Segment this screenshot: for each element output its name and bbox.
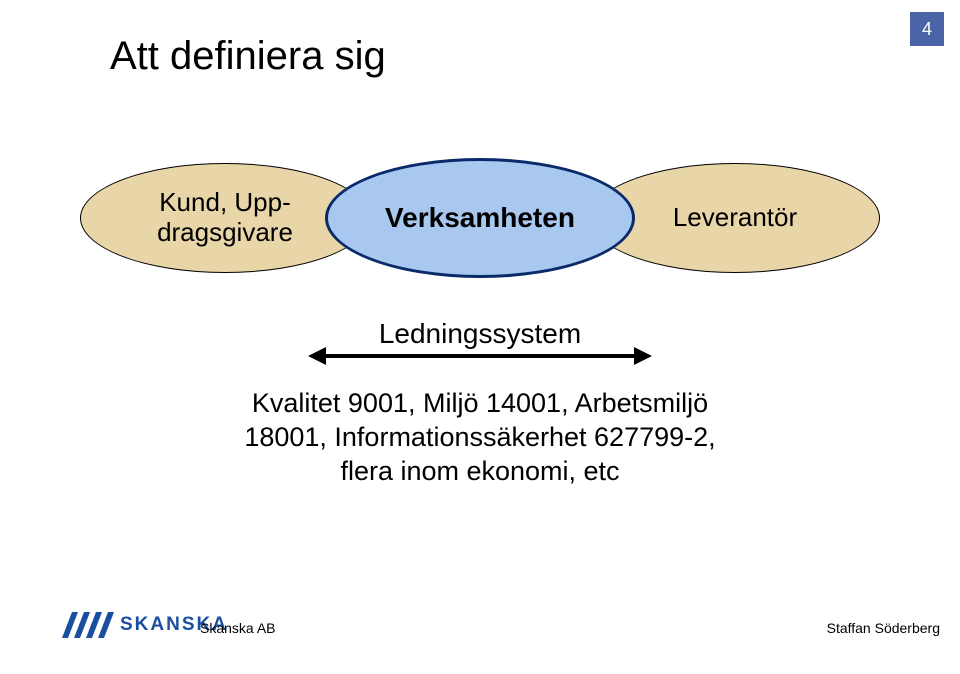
double-arrow-head-left <box>308 347 326 365</box>
ellipse-supplier-label: Leverantör <box>673 203 797 233</box>
subsystem-label: Ledningssystem <box>0 318 960 350</box>
page-number: 4 <box>922 19 932 40</box>
standards-text: Kvalitet 9001, Miljö 14001, Arbetsmiljö1… <box>0 386 960 488</box>
page-title: Att definiera sig <box>110 34 386 79</box>
ellipse-business: Verksamheten <box>325 158 635 278</box>
ellipse-business-label: Verksamheten <box>385 202 575 234</box>
footer-author: Staffan Söderberg <box>827 620 940 636</box>
page-number-box: 4 <box>910 12 944 46</box>
footer-company: Skanska AB <box>200 620 276 636</box>
double-arrow-line <box>326 354 634 358</box>
ellipse-customer-label: Kund, Upp- dragsgivare <box>157 188 293 248</box>
logo-triangles-icon <box>62 612 114 638</box>
double-arrow-head-right <box>634 347 652 365</box>
